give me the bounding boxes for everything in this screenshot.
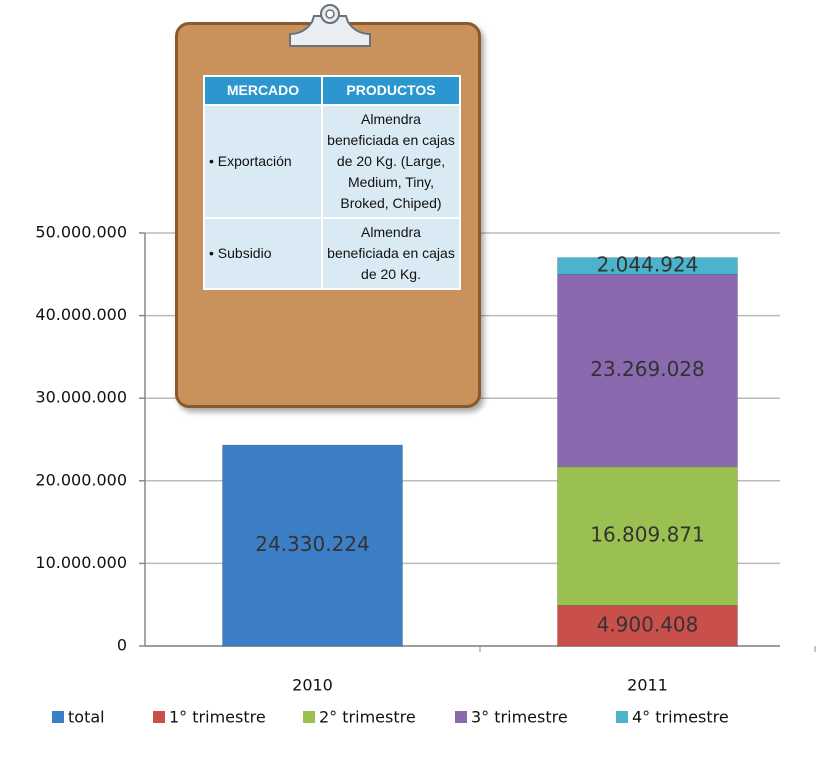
table-header: MERCADO bbox=[205, 77, 321, 104]
table-cell: Almendra beneficiada en cajas de 20 Kg. bbox=[323, 219, 459, 288]
y-tick-label: 20.000.000 bbox=[35, 470, 127, 489]
legend-label: 4° trimestre bbox=[632, 708, 729, 727]
y-tick-label: 10.000.000 bbox=[35, 553, 127, 572]
legend-label: 2° trimestre bbox=[319, 708, 416, 727]
value-label: 24.330.224 bbox=[255, 532, 370, 556]
y-tick-label: 50.000.000 bbox=[35, 223, 127, 242]
legend-swatch bbox=[52, 711, 64, 723]
table-cell: • Exportación bbox=[205, 106, 321, 217]
page: 0 10.000.000 20.000.000 30.000.000 40.000.00… bbox=[0, 0, 819, 758]
legend-swatch bbox=[455, 711, 467, 723]
x-tick-label: 2011 bbox=[627, 676, 668, 695]
legend-swatch bbox=[153, 711, 165, 723]
legend-label: 1° trimestre bbox=[169, 708, 266, 727]
legend-label: 3° trimestre bbox=[471, 708, 568, 727]
legend-swatch bbox=[303, 711, 315, 723]
value-label: 16.809.871 bbox=[590, 523, 705, 547]
clipboard-clip bbox=[270, 0, 390, 50]
value-label: 23.269.028 bbox=[590, 357, 705, 381]
legend-label: total bbox=[68, 708, 105, 727]
y-tick-label: 30.000.000 bbox=[35, 388, 127, 407]
y-tick-label: 0 bbox=[117, 636, 127, 655]
table-header: PRODUCTOS bbox=[323, 77, 459, 104]
y-tick-label: 40.000.000 bbox=[35, 305, 127, 324]
table-cell: • Subsidio bbox=[205, 219, 321, 288]
value-label: 4.900.408 bbox=[597, 612, 699, 636]
legend-swatch bbox=[616, 711, 628, 723]
x-tick-label: 2010 bbox=[292, 676, 333, 695]
value-label: 2.044.924 bbox=[597, 253, 699, 277]
table-cell: Almendra beneficiada en cajas de 20 Kg. … bbox=[323, 106, 459, 217]
